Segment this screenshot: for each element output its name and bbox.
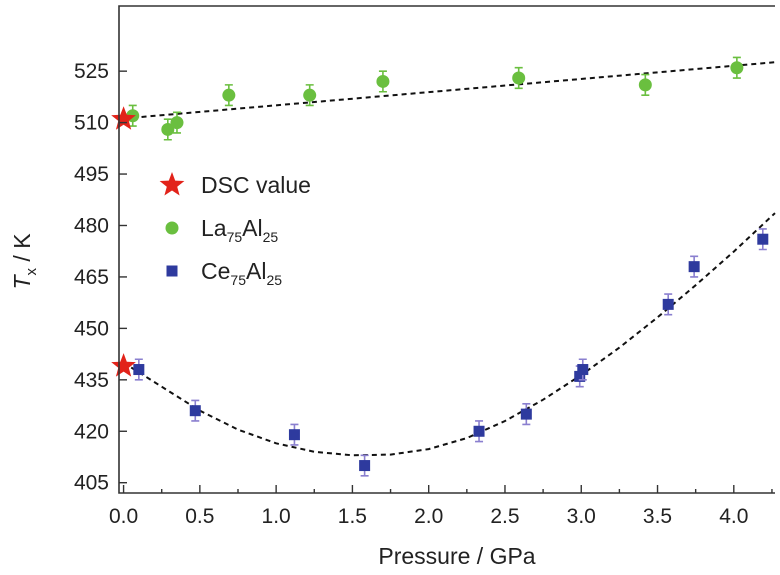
x-tick-label: 0.5 bbox=[185, 505, 214, 528]
x-tick-label: 3.5 bbox=[643, 505, 672, 528]
y-tick-label: 450 bbox=[74, 317, 109, 340]
y-tick-label: 465 bbox=[74, 266, 109, 289]
x-tick-label: 4.0 bbox=[719, 505, 748, 528]
fit-line-ce bbox=[123, 212, 776, 457]
x-tick-label: 1.0 bbox=[262, 505, 291, 528]
legend-marker-ce bbox=[166, 265, 178, 277]
point-la bbox=[376, 74, 390, 88]
point-ce bbox=[757, 233, 769, 245]
x-tick-label: 2.0 bbox=[414, 505, 443, 528]
tick-marks: 0.0 0.5 1.0 1.5 2.0 2.5 3.0 3.5 4.0 405 420 435 450 4… bbox=[74, 60, 773, 528]
point-ce bbox=[133, 364, 145, 376]
legend: DSC value La75Al25 Ce75Al25 bbox=[159, 172, 311, 288]
x-tick-label: 3.0 bbox=[567, 505, 596, 528]
point-la bbox=[222, 88, 236, 102]
axes bbox=[118, 5, 775, 494]
data-points bbox=[111, 56, 769, 477]
point-ce bbox=[520, 408, 532, 420]
point-ce bbox=[359, 460, 371, 472]
y-axis-title-symbol: T bbox=[9, 274, 35, 290]
x-tick-label: 0.0 bbox=[109, 505, 138, 528]
point-la bbox=[170, 116, 184, 130]
legend-label-la: La75Al25 bbox=[201, 215, 278, 245]
y-tick-label: 525 bbox=[74, 60, 109, 83]
x-axis-title: Pressure / GPa bbox=[378, 543, 535, 569]
point-dsc bbox=[111, 106, 136, 130]
point-la bbox=[512, 71, 526, 85]
y-axis-title-unit: / K bbox=[9, 233, 35, 268]
y-tick-label: 510 bbox=[74, 112, 109, 135]
legend-marker-la bbox=[165, 221, 179, 235]
y-tick-label: 435 bbox=[74, 369, 109, 392]
point-ce bbox=[473, 425, 485, 437]
point-ce bbox=[662, 298, 674, 310]
point-ce bbox=[288, 429, 300, 441]
point-dsc bbox=[111, 353, 136, 377]
point-ce bbox=[688, 261, 700, 273]
plot-frame bbox=[118, 5, 775, 494]
point-ce bbox=[577, 364, 589, 376]
fit-lines bbox=[123, 61, 776, 457]
y-tick-label: 420 bbox=[74, 420, 109, 443]
y-tick-label: 405 bbox=[74, 472, 109, 495]
point-la bbox=[638, 78, 652, 92]
point-ce bbox=[574, 370, 586, 382]
point-ce bbox=[189, 405, 201, 417]
y-tick-label: 480 bbox=[74, 214, 109, 237]
y-tick-label: 495 bbox=[74, 163, 109, 186]
y-axis-title: Tx / K bbox=[9, 233, 40, 290]
point-la bbox=[730, 61, 744, 75]
point-la bbox=[303, 88, 317, 102]
x-tick-label: 1.5 bbox=[338, 505, 367, 528]
legend-marker-dsc bbox=[159, 172, 185, 196]
fit-line-la bbox=[123, 61, 776, 120]
legend-label-dsc: DSC value bbox=[201, 172, 311, 198]
y-axis-title-subscript: x bbox=[23, 267, 40, 275]
x-tick-label: 2.5 bbox=[490, 505, 519, 528]
point-la bbox=[161, 122, 175, 136]
legend-label-ce: Ce75Al25 bbox=[201, 258, 282, 288]
